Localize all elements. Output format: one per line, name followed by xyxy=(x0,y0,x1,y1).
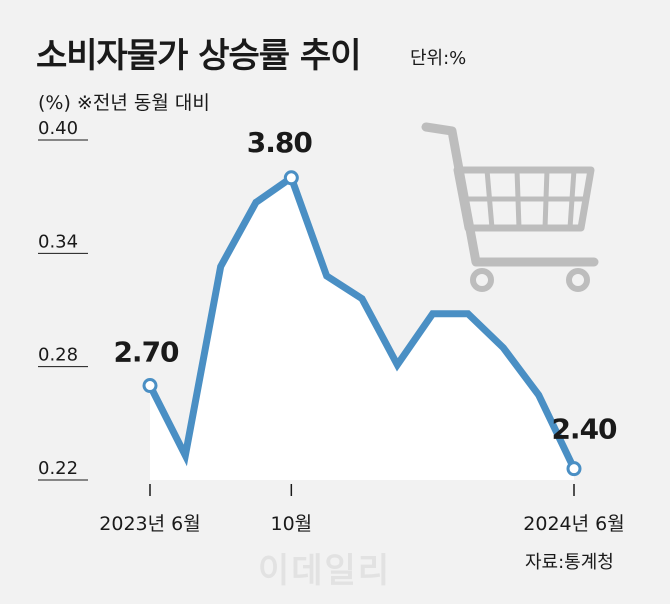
data-label: 3.80 xyxy=(247,126,313,159)
series-area xyxy=(150,177,574,480)
y-tick-label: 0.40 xyxy=(38,118,78,139)
cart-wheel xyxy=(566,268,590,292)
y-tick-label: 0.34 xyxy=(38,231,78,252)
series-line xyxy=(146,172,578,471)
data-point-marker xyxy=(142,378,158,394)
cart-wheel xyxy=(470,268,494,292)
y-tick-label: 0.28 xyxy=(38,345,78,366)
x-tick-label: 2024년 6월 xyxy=(523,513,624,535)
data-point-marker xyxy=(283,170,299,186)
cart-handle xyxy=(421,122,599,267)
data-point-marker xyxy=(566,461,582,477)
x-tick-label: 2023년 6월 xyxy=(99,513,200,535)
data-label: 2.40 xyxy=(551,413,617,446)
chart-title: 소비자물가 상승률 추이 xyxy=(36,36,361,76)
shopping-cart-icon xyxy=(421,122,599,292)
source-label: 자료:통계청 xyxy=(525,552,614,573)
watermark: 이데일리 xyxy=(258,551,392,591)
y-axis-label: (%) ※전년 동월 대비 xyxy=(38,92,210,114)
data-label: 2.70 xyxy=(113,336,179,369)
y-tick-label: 0.22 xyxy=(38,458,78,479)
x-tick-label: 10월 xyxy=(270,513,312,535)
unit-label: 단위:% xyxy=(410,48,467,69)
